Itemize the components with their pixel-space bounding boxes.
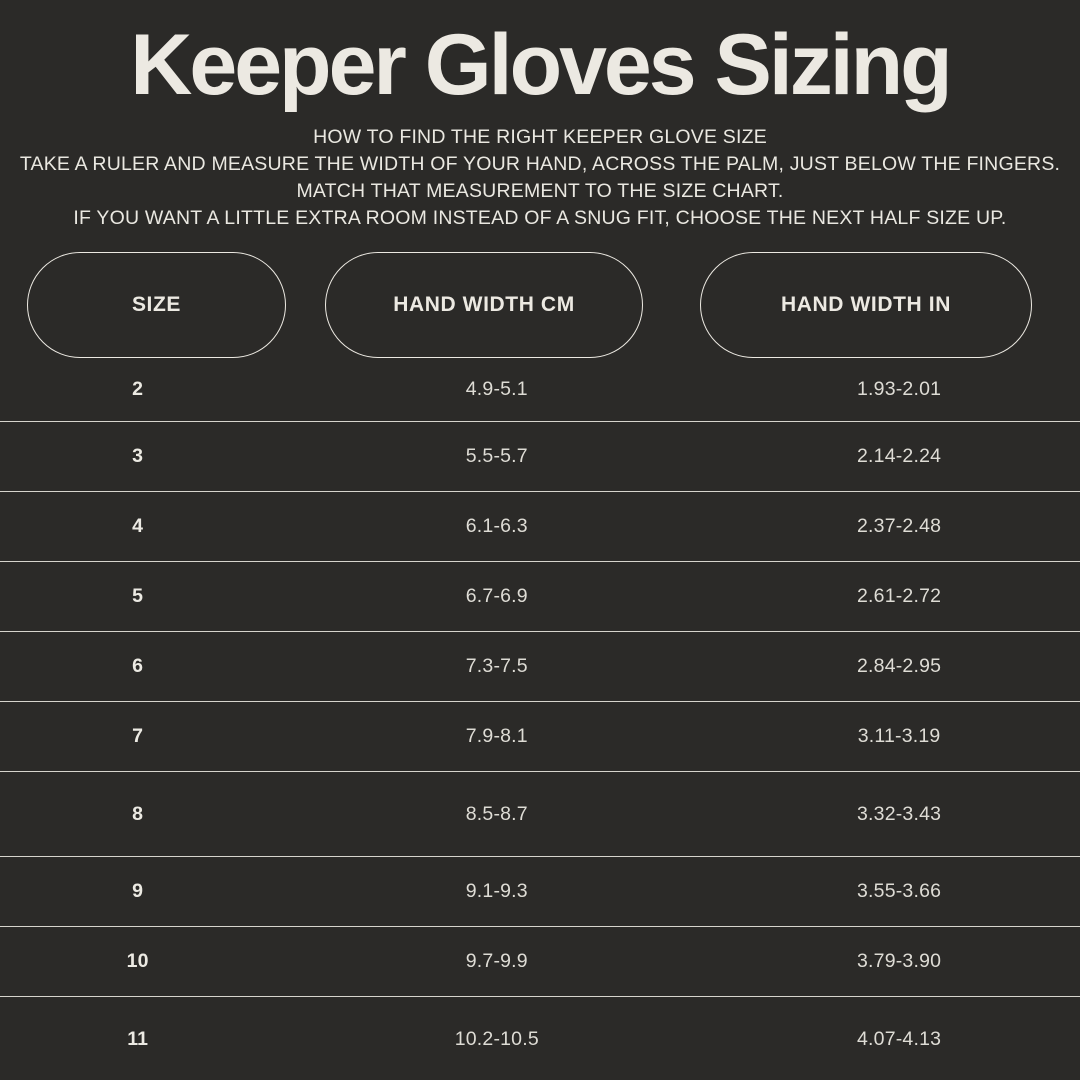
cell-hand-width-in: 3.32-3.43 [856,802,942,825]
cell-size: 9 [132,880,144,902]
table-row: 11 10.2-10.5 4.07-4.13 [0,997,1080,1080]
column-header-size: SIZE [27,252,286,358]
table-row: 7 7.9-8.1 3.11-3.19 [0,702,1080,772]
cell-hand-width-in: 4.07-4.13 [856,1027,942,1050]
table-row: 8 8.5-8.7 3.32-3.43 [0,772,1080,857]
page-title: Keeper Gloves Sizing [130,17,952,113]
column-header-hand-width-in: HAND WIDTH IN [700,252,1032,358]
table-row: 5 6.7-6.9 2.61-2.72 [0,562,1080,632]
table-row: 9 9.1-9.3 3.55-3.66 [0,857,1080,927]
instruction-line: MATCH THAT MEASUREMENT TO THE SIZE CHART… [296,180,784,202]
table-row: 4 6.1-6.3 2.37-2.48 [0,492,1080,562]
cell-size: 5 [132,585,144,607]
size-table: 2 4.9-5.1 1.93-2.01 3 5.5-5.7 2.14-2.24 … [0,358,1080,1080]
cell-hand-width-in: 3.79-3.90 [856,950,942,972]
cell-size: 6 [132,655,144,677]
instruction-line: IF YOU WANT A LITTLE EXTRA ROOM INSTEAD … [73,207,1007,229]
table-row: 10 9.7-9.9 3.79-3.90 [0,927,1080,997]
cell-hand-width-cm: 6.1-6.3 [465,515,528,537]
instructions: HOW TO FIND THE RIGHT KEEPER GLOVE SIZE … [0,124,1080,232]
instruction-line: HOW TO FIND THE RIGHT KEEPER GLOVE SIZE [313,126,767,148]
cell-hand-width-cm: 8.5-8.7 [465,802,528,825]
cell-hand-width-cm: 6.7-6.9 [465,585,528,607]
cell-hand-width-cm: 5.5-5.7 [465,445,528,467]
column-header-hand-width-in-label: HAND WIDTH IN [781,293,951,316]
cell-hand-width-cm: 10.2-10.5 [454,1027,539,1050]
table-header-row: SIZE HAND WIDTH CM HAND WIDTH IN [0,252,1080,358]
cell-hand-width-in: 3.55-3.66 [856,880,942,902]
cell-hand-width-in: 2.37-2.48 [856,515,942,537]
cell-size: 3 [132,445,144,467]
cell-size: 11 [127,1027,149,1050]
cell-size: 10 [126,950,149,972]
column-header-hand-width-cm: HAND WIDTH CM [325,252,643,358]
cell-hand-width-in: 3.11-3.19 [857,725,941,747]
cell-hand-width-in: 2.84-2.95 [856,655,942,677]
cell-hand-width-cm: 9.7-9.9 [465,950,528,972]
cell-hand-width-cm: 7.9-8.1 [465,725,528,747]
cell-size: 8 [132,802,144,825]
cell-hand-width-cm: 7.3-7.5 [465,655,528,677]
cell-size: 7 [132,725,144,747]
cell-hand-width-cm: 4.9-5.1 [465,378,528,400]
table-row: 2 4.9-5.1 1.93-2.01 [0,358,1080,422]
cell-hand-width-in: 2.14-2.24 [856,445,942,467]
cell-hand-width-in: 1.93-2.01 [856,378,942,400]
cell-size: 4 [132,515,144,537]
table-row: 6 7.3-7.5 2.84-2.95 [0,632,1080,702]
cell-hand-width-cm: 9.1-9.3 [465,880,528,902]
table-row: 3 5.5-5.7 2.14-2.24 [0,422,1080,492]
column-header-size-label: SIZE [131,293,182,316]
cell-size: 2 [132,378,144,400]
instruction-line: TAKE A RULER AND MEASURE THE WIDTH OF YO… [19,153,1061,175]
column-header-hand-width-cm-label: HAND WIDTH CM [393,293,575,316]
cell-hand-width-in: 2.61-2.72 [856,585,942,607]
